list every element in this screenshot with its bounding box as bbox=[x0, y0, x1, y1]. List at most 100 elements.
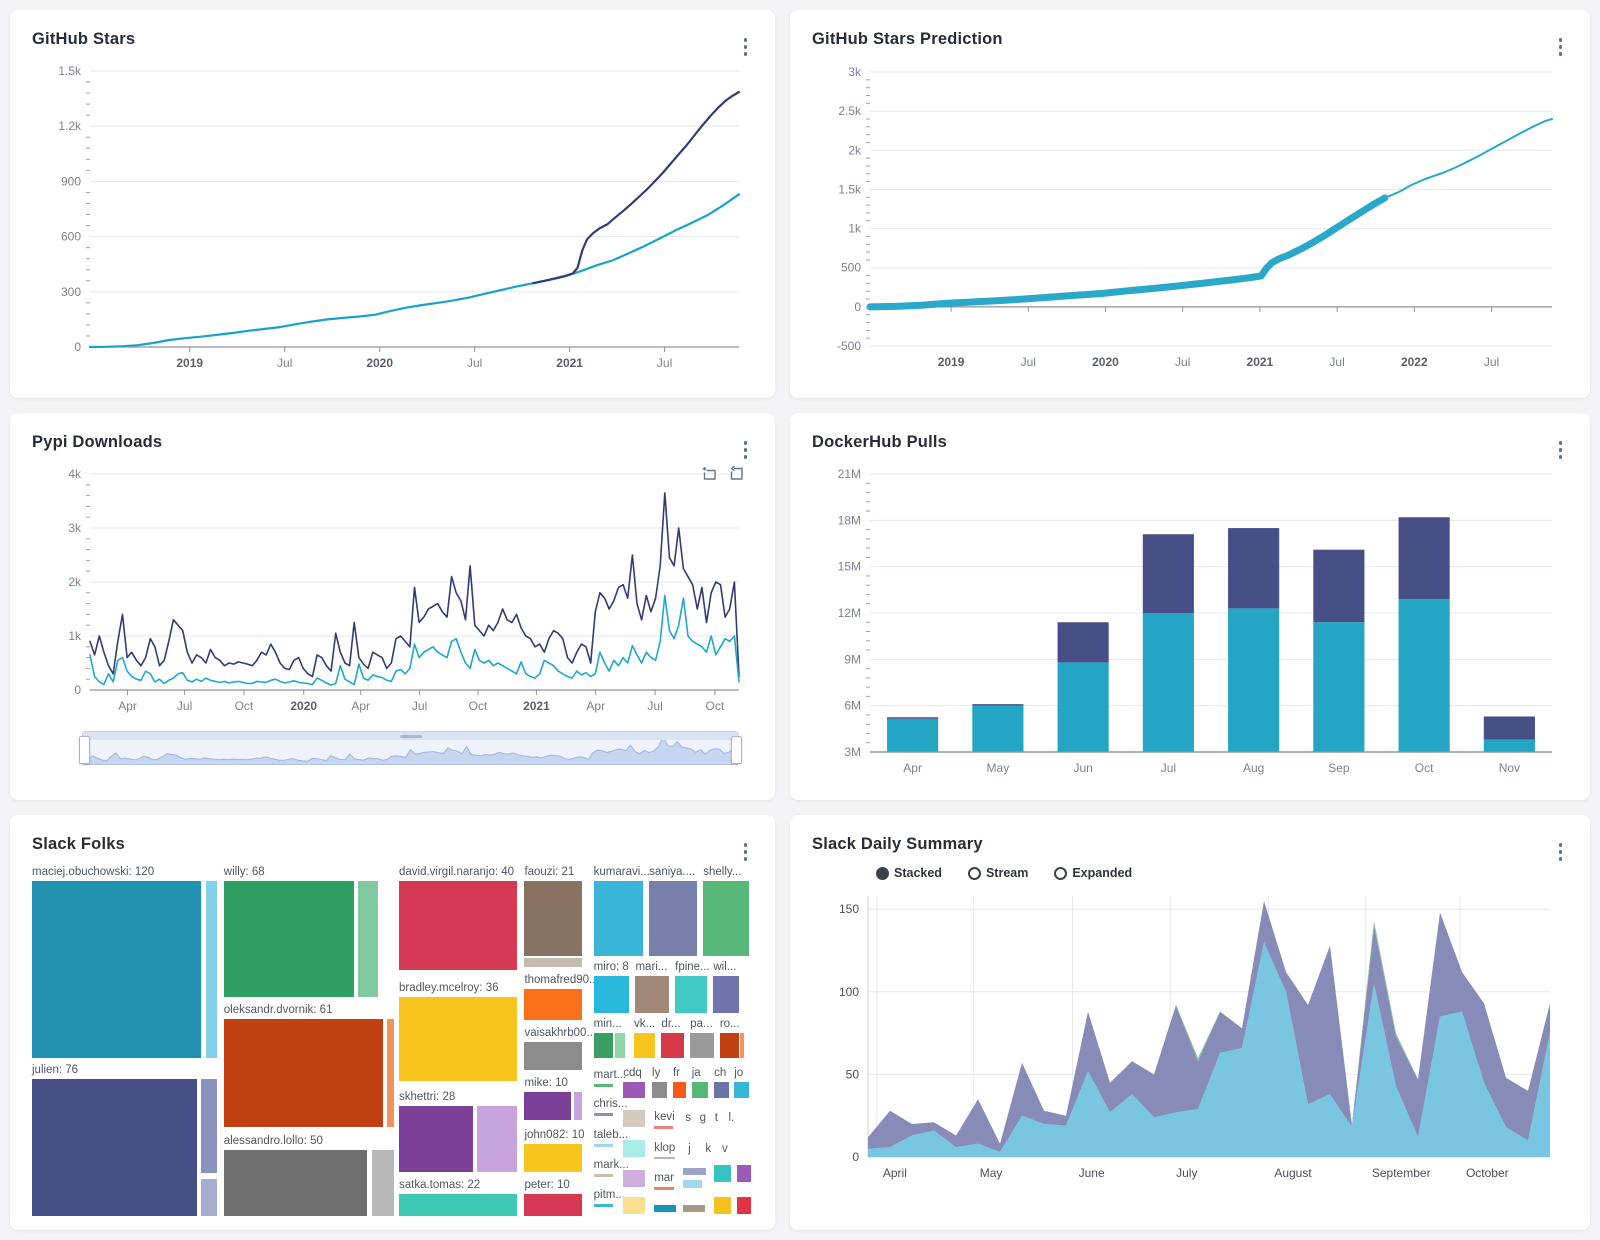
treemap-cell[interactable] bbox=[593, 1113, 614, 1117]
treemap-cell[interactable] bbox=[649, 881, 697, 956]
datazoom-left-handle[interactable] bbox=[79, 736, 90, 764]
treemap-cell[interactable] bbox=[201, 1178, 218, 1216]
treemap-cell[interactable] bbox=[683, 1167, 707, 1176]
treemap-cell[interactable] bbox=[593, 1033, 614, 1058]
svg-text:Jul: Jul bbox=[467, 356, 482, 370]
kebab-menu-icon[interactable] bbox=[742, 439, 750, 461]
legend-radio-stacked[interactable]: Stacked bbox=[876, 866, 942, 880]
kebab-menu-icon[interactable] bbox=[742, 841, 750, 863]
treemap-cell[interactable] bbox=[634, 1033, 655, 1058]
dockerhub-pulls-chart[interactable]: 3M 6M 9M 12M 15M 18M 21M Apr May Jun Jul Aug Sep Oct N… bbox=[812, 460, 1568, 783]
radio-filled-icon bbox=[876, 866, 889, 880]
treemap-label: fpine... bbox=[675, 960, 710, 973]
treemap-cell[interactable] bbox=[714, 1164, 732, 1182]
treemap-cell[interactable] bbox=[623, 1081, 645, 1099]
treemap-cell[interactable] bbox=[635, 975, 669, 1013]
treemap-cell[interactable] bbox=[398, 1106, 473, 1172]
treemap-cell[interactable] bbox=[714, 1197, 732, 1215]
kebab-menu-icon[interactable] bbox=[1557, 36, 1565, 58]
treemap-cell[interactable] bbox=[690, 1033, 715, 1058]
treemap-cell[interactable] bbox=[524, 988, 583, 1020]
treemap-cell[interactable] bbox=[32, 1078, 198, 1216]
treemap-cell[interactable] bbox=[714, 1081, 730, 1099]
treemap-cell[interactable] bbox=[675, 975, 707, 1013]
legend-radio-expanded[interactable]: Expanded bbox=[1054, 866, 1132, 880]
treemap-cell[interactable] bbox=[593, 1084, 614, 1088]
treemap-cell[interactable] bbox=[623, 1140, 645, 1158]
treemap-cell[interactable] bbox=[740, 1033, 744, 1058]
pypi-downloads-chart[interactable]: 0 1k 2k 3k 4k Apr Jul Oct 2020 Apr Jul Oct 2021 Apr Ju… bbox=[32, 460, 753, 725]
treemap-cell[interactable] bbox=[737, 1164, 751, 1182]
svg-text:600: 600 bbox=[61, 230, 81, 244]
treemap-cell[interactable] bbox=[593, 1204, 614, 1208]
treemap-cell[interactable] bbox=[476, 1106, 518, 1172]
treemap-cell[interactable] bbox=[524, 1092, 571, 1121]
treemap-cell[interactable] bbox=[654, 1204, 676, 1213]
kebab-menu-icon[interactable] bbox=[1557, 439, 1565, 461]
treemap-cell[interactable] bbox=[398, 996, 518, 1082]
treemap-cell[interactable] bbox=[654, 1156, 676, 1160]
treemap-cell[interactable] bbox=[201, 1078, 218, 1174]
treemap-cell[interactable] bbox=[524, 958, 583, 967]
treemap-label: mari... bbox=[635, 960, 668, 973]
treemap-cell[interactable] bbox=[623, 1197, 645, 1215]
treemap-cell[interactable] bbox=[672, 1081, 686, 1099]
restore-icon[interactable] bbox=[728, 465, 745, 482]
legend-radio-stream[interactable]: Stream bbox=[967, 866, 1028, 880]
treemap-cell[interactable] bbox=[683, 1204, 705, 1213]
treemap-cell[interactable] bbox=[652, 1081, 668, 1099]
treemap-cell[interactable] bbox=[371, 1150, 394, 1216]
treemap-label: saniya.... bbox=[649, 866, 696, 879]
treemap-cell[interactable] bbox=[623, 1169, 645, 1187]
treemap-cell[interactable] bbox=[524, 881, 583, 957]
treemap-cell[interactable] bbox=[683, 1180, 702, 1188]
treemap-cell[interactable] bbox=[574, 1092, 583, 1121]
slack-daily-summary-chart[interactable]: 0 50 100 150 April May June July August September… bbox=[812, 888, 1568, 1188]
treemap-cell[interactable] bbox=[623, 1110, 645, 1128]
treemap-cell[interactable] bbox=[615, 1033, 625, 1058]
treemap-cell[interactable] bbox=[223, 881, 354, 997]
treemap-cell[interactable] bbox=[593, 1174, 614, 1178]
slack-folks-card: Slack Folks maciej.obuchowski: 120 julien… bbox=[10, 815, 775, 1230]
datazoom-move-handle[interactable] bbox=[83, 732, 738, 740]
treemap-cell[interactable] bbox=[524, 1042, 583, 1071]
treemap-cell[interactable] bbox=[703, 881, 750, 956]
treemap-cell[interactable] bbox=[661, 1033, 685, 1058]
treemap-cell[interactable] bbox=[205, 881, 218, 1058]
treemap-cell[interactable] bbox=[737, 1197, 751, 1215]
treemap-cell[interactable] bbox=[524, 1194, 583, 1216]
svg-text:150: 150 bbox=[839, 902, 859, 916]
treemap-label: mar bbox=[654, 1171, 675, 1184]
kebab-menu-icon[interactable] bbox=[1557, 841, 1565, 863]
dockerhub-pulls-card: DockerHub Pulls 3M 6M 9M 12M 15M 18M 21M Apr May… bbox=[790, 413, 1590, 800]
treemap-cell[interactable] bbox=[654, 1186, 674, 1190]
treemap-cell[interactable] bbox=[593, 975, 629, 1013]
treemap-cell[interactable] bbox=[398, 1194, 518, 1216]
github-stars-chart[interactable]: 0 300 600 900 1.2k 1.5k 2019 Jul 2020 Jul 2021 Jul bbox=[32, 57, 753, 382]
radio-empty-icon bbox=[967, 866, 981, 880]
svg-text:3k: 3k bbox=[68, 521, 82, 535]
treemap-cell[interactable] bbox=[387, 1018, 394, 1128]
treemap-label: willy: 68 bbox=[223, 866, 265, 879]
treemap-cell[interactable] bbox=[654, 1126, 673, 1129]
treemap-cell[interactable] bbox=[223, 1018, 384, 1128]
treemap-cell[interactable] bbox=[734, 1081, 750, 1099]
kebab-menu-icon[interactable] bbox=[742, 36, 750, 58]
treemap-cell[interactable] bbox=[32, 881, 202, 1058]
treemap-cell[interactable] bbox=[593, 881, 643, 956]
treemap-cell[interactable] bbox=[357, 881, 379, 997]
datazoom-right-handle[interactable] bbox=[731, 736, 742, 764]
treemap-cell[interactable] bbox=[524, 1143, 583, 1172]
svg-text:500: 500 bbox=[841, 261, 861, 275]
treemap-cell[interactable] bbox=[713, 975, 740, 1013]
svg-text:April: April bbox=[883, 1166, 907, 1180]
zoom-select-icon[interactable] bbox=[701, 465, 718, 482]
datazoom-slider[interactable] bbox=[79, 731, 742, 765]
treemap-cell[interactable] bbox=[398, 881, 518, 971]
github-stars-prediction-chart[interactable]: -500 0 500 1k 1.5k 2k 2.5k 3k 2019 Jul 2020 Jul 2021… bbox=[812, 57, 1568, 382]
treemap-cell[interactable] bbox=[593, 1143, 614, 1148]
slack-folks-treemap[interactable]: maciej.obuchowski: 120 julien: 76 willy: 6… bbox=[32, 866, 753, 1216]
treemap-cell[interactable] bbox=[223, 1150, 368, 1216]
treemap-cell[interactable] bbox=[719, 1033, 739, 1058]
treemap-cell[interactable] bbox=[691, 1081, 709, 1099]
